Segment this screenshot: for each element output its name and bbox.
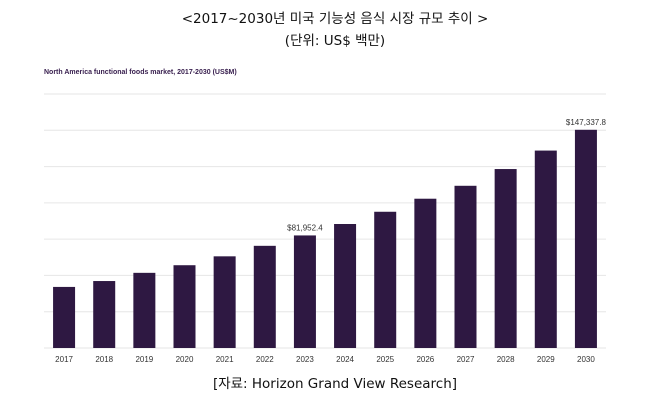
- bar-2028: [494, 169, 517, 348]
- x-tick-2027: 2027: [457, 355, 475, 364]
- x-tick-2018: 2018: [95, 355, 113, 364]
- data-label-2030: $147,337.8: [566, 118, 607, 127]
- unit-subtitle: (단위: US$ 백만): [284, 33, 386, 49]
- x-tick-2021: 2021: [216, 355, 234, 364]
- source-note: [자료: Horizon Grand View Research]: [212, 376, 458, 392]
- chart-title: North America functional foods market, 2…: [44, 69, 237, 76]
- bar-2017: [53, 286, 76, 348]
- bar-2025: [374, 211, 397, 348]
- x-tick-2020: 2020: [176, 355, 194, 364]
- x-tick-2017: 2017: [55, 355, 73, 364]
- bar-2027: [454, 185, 477, 348]
- x-tick-2026: 2026: [416, 355, 434, 364]
- data-label-2023: $81,952.4: [287, 223, 323, 232]
- bar-2023: [293, 235, 316, 348]
- bar-2026: [414, 198, 437, 348]
- bar-2029: [534, 150, 557, 348]
- x-tick-labels: 2017 2018 2019 2020 2021 2022 2023 2024 2025 2026…: [55, 355, 595, 364]
- page-title: <2017~2030년 미국 기능성 음식 시장 규모 추이 >: [181, 11, 489, 27]
- bars: [53, 129, 597, 348]
- data-labels: $81,952.4 $147,337.8: [287, 118, 606, 233]
- gridlines: [44, 93, 606, 349]
- bar-2030: [574, 129, 597, 348]
- x-tick-2023: 2023: [296, 355, 314, 364]
- x-tick-2025: 2025: [376, 355, 394, 364]
- x-tick-2028: 2028: [497, 355, 515, 364]
- bar-chart: $81,952.4 $147,337.8 2017 2018 2019 2020 2021…: [44, 93, 606, 364]
- bar-2021: [213, 256, 236, 348]
- bar-2019: [133, 272, 156, 348]
- bar-2018: [93, 281, 116, 348]
- x-tick-2019: 2019: [135, 355, 153, 364]
- x-tick-2024: 2024: [336, 355, 354, 364]
- bar-2024: [334, 224, 357, 348]
- bar-2022: [253, 245, 276, 348]
- x-tick-2022: 2022: [256, 355, 274, 364]
- bar-2020: [173, 265, 196, 348]
- x-tick-2029: 2029: [537, 355, 555, 364]
- x-tick-2030: 2030: [577, 355, 595, 364]
